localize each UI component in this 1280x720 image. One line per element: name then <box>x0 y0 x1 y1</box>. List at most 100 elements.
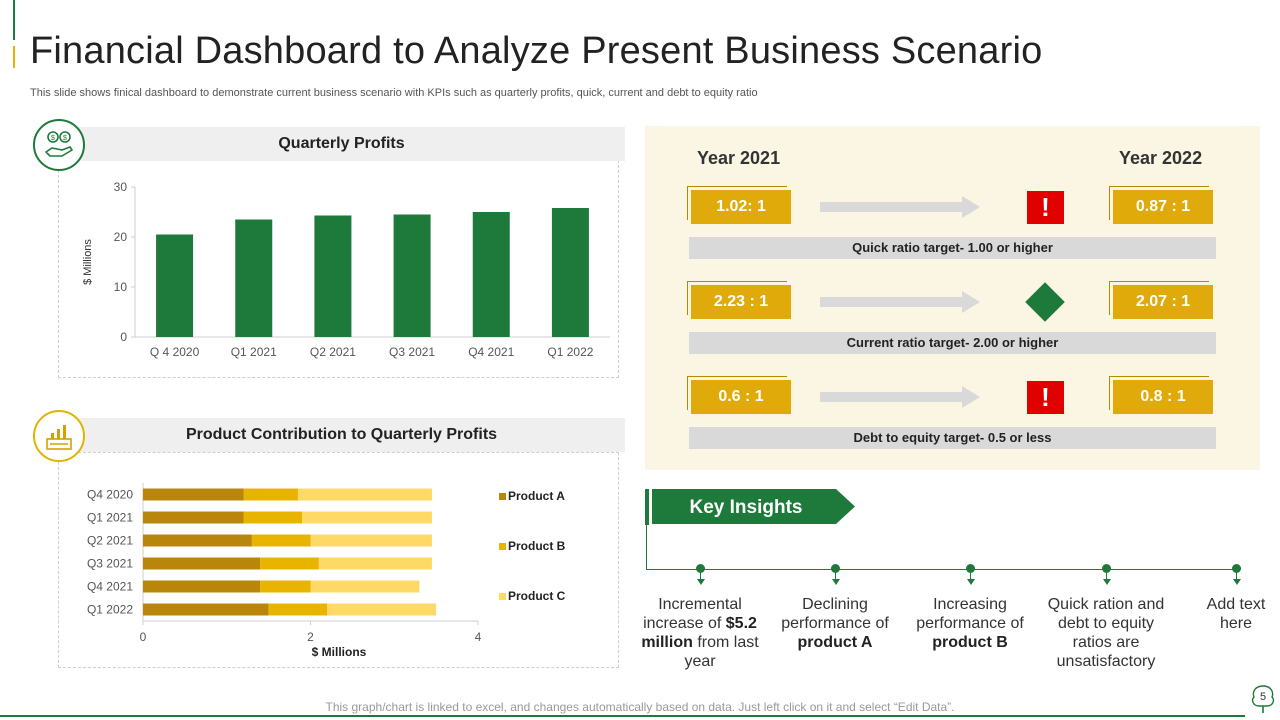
bar-product-b-q2-2021 <box>251 534 311 547</box>
bar-product-b-q1-2021 <box>243 511 303 524</box>
x-tick-label: Q1 2022 <box>547 345 593 359</box>
insight-text-tail: from last year <box>684 634 759 670</box>
legend-swatch-product-b <box>499 543 506 550</box>
tree-icon <box>1251 685 1275 713</box>
y-tick-label: 10 <box>114 280 128 294</box>
y-tick-label: Q4 2020 <box>87 488 133 502</box>
ratio-2021-value: 0.6 : 1 <box>691 380 791 414</box>
ratio-2021-value: 2.23 : 1 <box>691 285 791 319</box>
bar-q4-2021 <box>472 212 510 337</box>
insight-dot <box>1232 564 1241 573</box>
bar-product-b-q1-2022 <box>268 603 328 616</box>
insight-connector <box>1236 570 1237 580</box>
x-tick-label: 4 <box>475 630 482 644</box>
bar-product-c-q2-2021 <box>310 534 432 547</box>
title-accent-bar <box>13 0 15 40</box>
bar-q-4-2020 <box>156 234 194 337</box>
insight-text: Declining performance of product A <box>770 595 900 652</box>
bar-product-a-q2-2021 <box>143 534 252 547</box>
bar-product-b-q4-2020 <box>243 488 298 501</box>
insight-dot <box>966 564 975 573</box>
y-axis-label: $ Millions <box>82 239 94 285</box>
x-tick-label: Q2 2021 <box>310 345 356 359</box>
y-tick-label: Q4 2021 <box>87 580 133 594</box>
ratio-arrow <box>820 386 980 408</box>
insight-text-main: Add text here <box>1206 596 1266 632</box>
legend-swatch-product-c <box>499 593 506 600</box>
insight-text-highlight: $5.2 million <box>641 615 757 651</box>
warning-icon: ! <box>1027 191 1064 224</box>
ratio-target-bar: Current ratio target- 2.00 or higher <box>689 332 1216 354</box>
x-tick-label: Q1 2021 <box>231 345 277 359</box>
product-contribution-panel <box>58 452 619 668</box>
quarterly-profits-header: Quarterly Profits <box>58 127 625 161</box>
key-insights-timeline-vertical <box>646 524 647 570</box>
insight-arrowhead <box>1232 579 1241 585</box>
ratio-target-bar: Debt to equity target- 0.5 or less <box>689 427 1216 449</box>
ratio-2022-value: 2.07 : 1 <box>1113 285 1213 319</box>
key-insights-heading: Key Insights <box>690 497 803 518</box>
ratio-arrow <box>820 291 980 313</box>
key-insights-timeline <box>646 569 1240 570</box>
bar-product-a-q4-2020 <box>143 488 244 501</box>
bar-product-c-q3-2021 <box>318 557 432 570</box>
bar-product-a-q1-2022 <box>143 603 269 616</box>
footer-note: This graph/chart is linked to excel, and… <box>325 700 955 714</box>
insight-text: Increasing performance of product B <box>905 595 1035 652</box>
y-tick-label: Q3 2021 <box>87 557 133 571</box>
key-insights-accent <box>645 489 649 525</box>
legend-label-product-a: Product A <box>508 489 565 503</box>
ratio-arrow <box>820 196 980 218</box>
insight-text-highlight: product B <box>932 634 1008 651</box>
bar-product-c-q1-2021 <box>302 511 432 524</box>
bar-q1-2021 <box>235 219 273 337</box>
quarterly-profits-chart: 0 10 20 30 $ Millions Q 4 2020 Q1 2021 Q2 2021 Q… <box>82 180 610 359</box>
insight-text-main: Declining performance of <box>781 596 889 632</box>
page-title: Financial Dashboard to Analyze Present B… <box>30 30 1043 72</box>
ratio-2021-value: 1.02: 1 <box>691 190 791 224</box>
insight-arrowhead <box>831 579 840 585</box>
y-tick-label: Q2 2021 <box>87 534 133 548</box>
product-contribution-header: Product Contribution to Quarterly Profit… <box>58 418 625 452</box>
ratio-2022-value: 0.8 : 1 <box>1113 380 1213 414</box>
insight-dot <box>1102 564 1111 573</box>
insight-connector <box>970 570 971 580</box>
ratio-2022-value: 0.87 : 1 <box>1113 190 1213 224</box>
bar-product-c-q1-2022 <box>327 603 437 616</box>
bar-q3-2021 <box>393 214 431 337</box>
ratio-target-bar: Quick ratio target- 1.00 or higher <box>689 237 1216 259</box>
insight-arrowhead <box>1102 579 1111 585</box>
product-contribution-chart: Q4 2020 Q1 2021 Q2 2021 Q3 2021 Q4 2021 Q1 20… <box>87 483 566 659</box>
x-tick-label: 2 <box>307 630 314 644</box>
x-tick-label: Q4 2021 <box>468 345 514 359</box>
legend-swatch-product-a <box>499 493 506 500</box>
page-subtitle: This slide shows finical dashboard to de… <box>30 87 758 99</box>
insight-text-main: Increasing performance of <box>916 596 1024 632</box>
bar-product-a-q4-2021 <box>143 580 261 593</box>
insight-connector <box>1106 570 1107 580</box>
insight-dot <box>696 564 705 573</box>
x-tick-label: Q3 2021 <box>389 345 435 359</box>
insight-connector <box>700 570 701 580</box>
bar-q2-2021 <box>314 215 352 337</box>
bar-q1-2022 <box>551 208 589 337</box>
warning-icon: ! <box>1027 381 1064 414</box>
bar-product-c-q4-2020 <box>297 488 432 501</box>
y-tick-label: 0 <box>120 330 127 344</box>
insight-text: Add text here <box>1191 595 1280 633</box>
insight-arrowhead <box>696 579 705 585</box>
page-number: 5 <box>1249 684 1277 714</box>
svg-text:$: $ <box>51 135 55 142</box>
year-right-label: Year 2022 <box>1119 148 1203 168</box>
insight-text: Quick ration and debt to equity ratios a… <box>1041 595 1171 671</box>
insight-text: Incremental increase of $5.2 million fro… <box>635 595 765 671</box>
x-tick-label: 0 <box>140 630 147 644</box>
y-tick-label: 30 <box>114 180 128 194</box>
insight-arrowhead <box>966 579 975 585</box>
bar-product-b-q3-2021 <box>260 557 319 570</box>
bar-product-b-q4-2021 <box>260 580 311 593</box>
y-tick-label: 20 <box>114 230 128 244</box>
bar-product-a-q3-2021 <box>143 557 261 570</box>
money-hand-icon: $ $ <box>33 119 85 171</box>
title-accent-bar-secondary <box>13 46 15 68</box>
